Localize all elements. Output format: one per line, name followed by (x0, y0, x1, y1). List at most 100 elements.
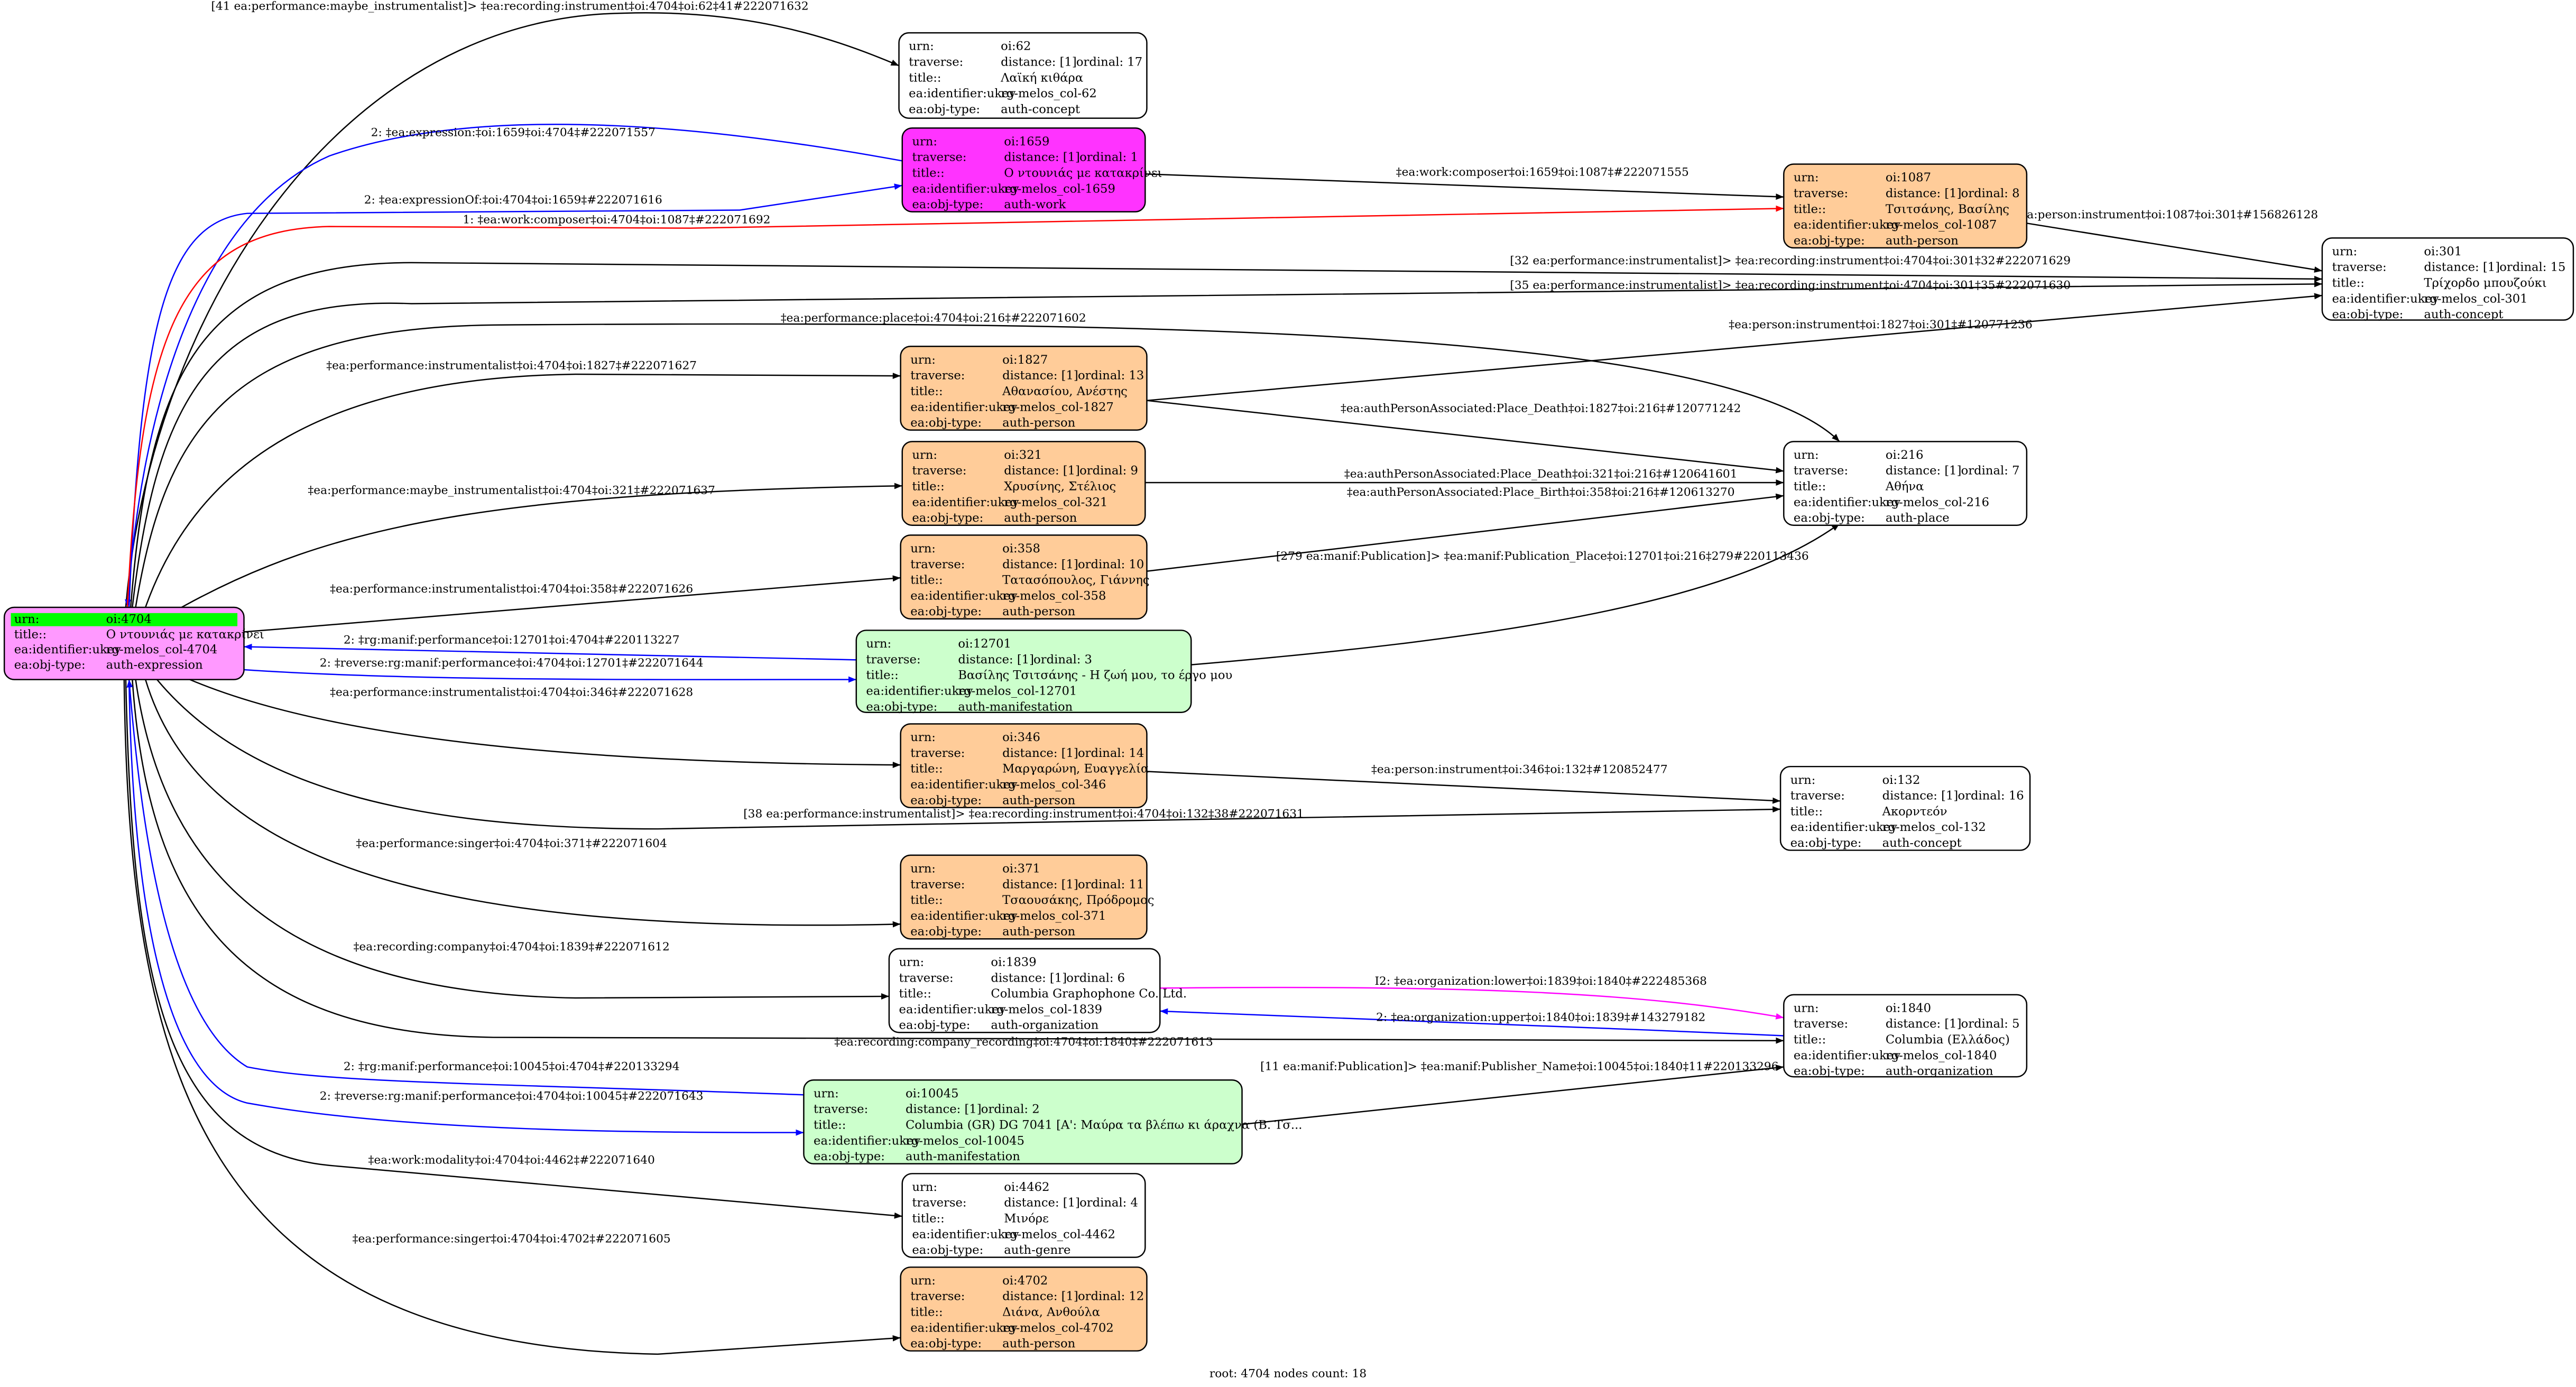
edge-4704-to-12701[interactable]: 2: ‡reverse:rg:manif:performance‡oi:4704… (244, 656, 856, 683)
traverse-ordinal: ordinal: 11 (1078, 877, 1144, 891)
edge-1087-to-301[interactable]: ‡ea:person:instrument‡oi:1087‡oi:301‡#15… (2015, 208, 2323, 273)
node-1839[interactable]: urn: oi:1839 traverse: distance: [1] ordinal… (888, 948, 1187, 1033)
node-346[interactable]: urn: oi:346 traverse: distance: [1] ordinal:… (900, 723, 1149, 809)
node-132[interactable]: urn: oi:132 traverse: distance: [1] ordinal:… (1779, 765, 2031, 851)
row-label-ukey: ea:identifier:ukey (866, 684, 973, 698)
row-label-ukey: ea:identifier:ukey (2332, 292, 2439, 306)
row-value-title: Μαργαρώνη, Ευαγγελία (1002, 762, 1149, 776)
row-value-obj_type: auth-person (1002, 793, 1075, 807)
node-box (1783, 441, 2028, 526)
row-value-title: Μινόρε (1004, 1212, 1049, 1226)
edge-label: ‡ea:authPersonAssociated:Place_Death‡oi:… (1344, 468, 1738, 481)
row-label-traverse: traverse: (1794, 464, 1848, 478)
row-label-obj_type: ea:obj-type: (1794, 511, 1865, 525)
row-value-urn: oi:1839 (991, 955, 1036, 969)
edge-346-to-132[interactable]: ‡ea:person:instrument‡oi:346‡oi:132‡#120… (1147, 763, 1781, 804)
edge-1840-to-1839[interactable]: 2: ‡ea:organization:upper‡oi:1840‡oi:183… (1160, 1008, 1784, 1037)
edge-4704-to-301[interactable]: [32 ea:performance:instrumentalist]> ‡ea… (130, 254, 2322, 608)
traverse-distance: distance: [1] (2424, 261, 2500, 274)
row-value-urn: oi:358 (1002, 542, 1040, 556)
row-label-urn: urn: (912, 135, 937, 149)
traverse-ordinal: ordinal: 10 (1078, 558, 1144, 571)
node-4462[interactable]: urn: oi:4462 traverse: distance: [1] ordinal… (901, 1173, 1146, 1258)
row-value-urn: oi:1840 (1886, 1001, 1931, 1015)
traverse-distance: distance: [1] (1002, 1290, 1078, 1303)
edge-4704-to-1659[interactable]: 2: ‡ea:expressionOf:‡oi:4704‡oi:1659‡#22… (128, 183, 902, 608)
edge-1839-to-1840[interactable]: I2: ‡ea:organization:lower‡oi:1839‡oi:18… (1160, 975, 1784, 1020)
row-value-ukey: rg-melos_col-132 (1882, 820, 1986, 834)
node-1827[interactable]: urn: oi:1827 traverse: distance: [1] ordinal… (900, 345, 1148, 431)
node-371[interactable]: urn: oi:371 traverse: distance: [1] ordinal:… (900, 854, 1155, 940)
node-box (1779, 765, 2031, 851)
row-label-traverse: traverse: (1790, 789, 1845, 803)
node-12701[interactable]: urn: oi:12701 traverse: distance: [1] ordina… (855, 630, 1232, 714)
row-label-urn: urn: (1794, 171, 1819, 184)
node-4702[interactable]: urn: oi:4702 traverse: distance: [1] ordinal… (900, 1266, 1148, 1352)
edge-label: 2: ‡rg:manif:performance‡oi:10045‡oi:470… (344, 1060, 680, 1074)
row-value-title: Αθήνα (1885, 480, 1924, 494)
row-value-title: Λαϊκή κιθάρα (1000, 71, 1083, 85)
row-label-title: title:: (912, 166, 944, 180)
edge-label: 2: ‡reverse:rg:manif:performance‡oi:4704… (320, 1090, 704, 1103)
edge-4704-to-1839[interactable]: ‡ea:recording:company‡oi:4704‡oi:1839‡#2… (135, 679, 889, 1000)
edge-4704-to-301[interactable]: [35 ea:performance:instrumentalist]> ‡ea… (132, 279, 2322, 608)
row-label-traverse: traverse: (910, 558, 965, 571)
edge-10045-to-1840[interactable]: [11 ea:manif:Publication]> ‡ea:manif:Pub… (1242, 1060, 1784, 1125)
edge-358-to-216[interactable]: ‡ea:authPersonAssociated:Place_Birth‡oi:… (1147, 486, 1784, 572)
node-10045[interactable]: urn: oi:10045 traverse: distance: [1] ordina… (803, 1079, 1302, 1164)
row-label-obj_type: ea:obj-type: (814, 1150, 885, 1163)
edge-4704-to-10045[interactable]: 2: ‡reverse:rg:manif:performance‡oi:4704… (128, 679, 804, 1136)
edge-4704-to-62[interactable]: [41 ea:performance:maybe_instrumentalist… (125, 0, 900, 608)
edge-4704-to-132[interactable]: [38 ea:performance:instrumentalist]> ‡ea… (156, 679, 1781, 830)
edge-4704-to-216[interactable]: ‡ea:performance:place‡oi:4704‡oi:216‡#22… (135, 312, 1840, 608)
edge-4704-to-1827[interactable]: ‡ea:performance:instrumentalist‡oi:4704‡… (145, 359, 901, 608)
node-301[interactable]: urn: oi:301 traverse: distance: [1] ordinal:… (2321, 237, 2574, 321)
edge-1827-to-301[interactable]: ‡ea:person:instrument‡oi:1827‡oi:301‡#12… (1147, 293, 2322, 401)
edge-1659-to-4704[interactable]: 2: ‡ea:expression:‡oi:1659‡oi:4704‡#2220… (125, 124, 902, 608)
edge-label: I2: ‡ea:organization:lower‡oi:1839‡oi:18… (1374, 975, 1707, 988)
edge-line (135, 679, 889, 1000)
edge-1659-to-1087[interactable]: ‡ea:work:composer‡oi:1659‡oi:1087‡#22207… (1145, 165, 1784, 200)
edge-line (125, 12, 900, 608)
row-value-urn: oi:1659 (1004, 135, 1049, 149)
node-321[interactable]: urn: oi:321 traverse: distance: [1] ordinal:… (901, 441, 1146, 526)
row-label-urn: urn: (14, 612, 40, 626)
row-value-obj_type: auth-person (1004, 511, 1077, 525)
row-value-ukey: rg-melos_col-358 (1002, 589, 1106, 603)
row-label-ukey: ea:identifier:ukey (912, 495, 1019, 509)
edge-10045-to-4704[interactable]: 2: ‡rg:manif:performance‡oi:10045‡oi:470… (126, 679, 804, 1096)
traverse-ordinal: ordinal: 8 (1961, 187, 2020, 200)
node-62[interactable]: urn: oi:62 traverse: distance: [1] ordinal: … (898, 32, 1148, 119)
edge-12701-to-4704[interactable]: 2: ‡rg:manif:performance‡oi:12701‡oi:470… (244, 633, 856, 661)
edge-4704-to-371[interactable]: ‡ea:performance:singer‡oi:4704‡oi:371‡#2… (145, 679, 901, 928)
row-label-obj_type: ea:obj-type: (2332, 308, 2403, 321)
edge-4704-to-1840[interactable]: ‡ea:recording:company_recording‡oi:4704‡… (132, 679, 1784, 1049)
edge-label: ‡ea:work:modality‡oi:4704‡oi:4462‡#22207… (368, 1154, 655, 1167)
edge-label: 2: ‡rg:manif:performance‡oi:12701‡oi:470… (344, 633, 680, 646)
edge-4704-to-1087[interactable]: 1: ‡ea:work:composer‡oi:4704‡oi:1087‡#22… (126, 205, 1784, 608)
row-value-obj_type: auth-manifestation (906, 1150, 1020, 1163)
edge-4704-to-346[interactable]: ‡ea:performance:instrumentalist‡oi:4704‡… (189, 679, 901, 768)
node-box (901, 441, 1146, 526)
edge-line (125, 679, 902, 1219)
node-358[interactable]: urn: oi:358 traverse: distance: [1] ordinal:… (900, 534, 1150, 619)
edge-321-to-216[interactable]: ‡ea:authPersonAssociated:Place_Death‡oi:… (1145, 468, 1784, 486)
edge-4704-to-4462[interactable]: ‡ea:work:modality‡oi:4704‡oi:4462‡#22207… (125, 679, 902, 1219)
row-label-urn: urn: (1794, 448, 1819, 462)
row-label-title: title:: (910, 893, 943, 907)
edge-4704-to-358[interactable]: ‡ea:performance:instrumentalist‡oi:4704‡… (244, 575, 901, 633)
node-box (901, 1173, 1146, 1258)
row-value-ukey: rg-melos_col-301 (2424, 292, 2527, 306)
node-216[interactable]: urn: oi:216 traverse: distance: [1] ordinal:… (1783, 441, 2028, 526)
edge-4704-to-4702[interactable]: ‡ea:performance:singer‡oi:4704‡oi:4702‡#… (123, 679, 901, 1355)
row-value-title: Ακορντεόν (1882, 805, 1947, 818)
node-1659[interactable]: urn: oi:1659 traverse: distance: [1] ordinal… (901, 127, 1162, 212)
row-label-obj_type: ea:obj-type: (866, 700, 937, 714)
edge-4704-to-321[interactable]: ‡ea:performance:maybe_instrumentalist‡oi… (181, 483, 902, 608)
edge-1827-to-216[interactable]: ‡ea:authPersonAssociated:Place_Death‡oi:… (1147, 400, 1784, 474)
edge-12701-to-216[interactable]: [279 ea:manif:Publication]> ‡ea:manif:Pu… (1191, 523, 1840, 665)
node-1087[interactable]: urn: oi:1087 traverse: distance: [1] ordinal… (1783, 163, 2028, 249)
node-1840[interactable]: urn: oi:1840 traverse: distance: [1] ordinal… (1783, 994, 2028, 1078)
edge-label: 1: ‡ea:work:composer‡oi:4704‡oi:1087‡#22… (463, 213, 770, 226)
